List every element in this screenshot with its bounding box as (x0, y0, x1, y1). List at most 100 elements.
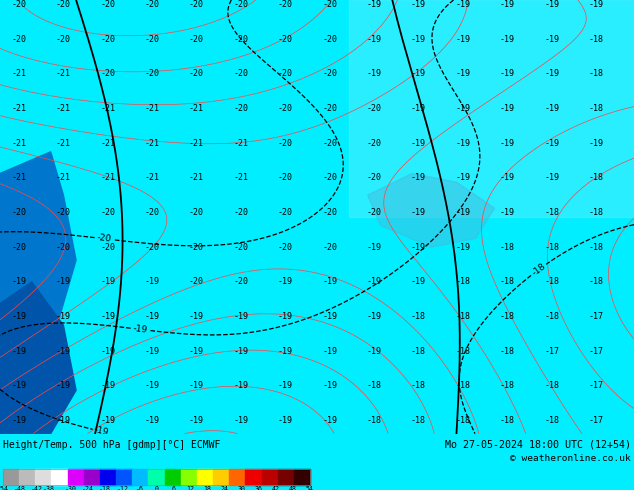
Bar (68, 469, 84, 485)
Text: -18: -18 (500, 416, 515, 425)
Text: 42: 42 (272, 486, 280, 490)
Text: -19: -19 (411, 243, 426, 252)
Text: -6: -6 (136, 486, 143, 490)
Text: -20: -20 (278, 139, 293, 147)
Text: -19: -19 (233, 312, 249, 321)
Text: -20: -20 (322, 0, 337, 9)
Text: -19: -19 (500, 104, 515, 113)
Text: -19: -19 (411, 34, 426, 44)
Text: -20: -20 (322, 173, 337, 182)
Text: -19: -19 (233, 381, 249, 391)
Text: -19: -19 (544, 104, 559, 113)
Text: -18: -18 (100, 486, 112, 490)
Text: -19: -19 (500, 173, 515, 182)
Text: -19: -19 (544, 139, 559, 147)
Text: -19: -19 (500, 0, 515, 9)
Text: -21: -21 (233, 173, 249, 182)
Bar (213, 469, 230, 485)
Text: -20: -20 (145, 34, 160, 44)
Bar (181, 469, 197, 485)
Text: -20: -20 (366, 208, 382, 217)
Text: -19: -19 (145, 347, 160, 356)
Text: -19: -19 (278, 381, 293, 391)
Text: -19: -19 (366, 0, 382, 9)
Text: -19: -19 (455, 0, 470, 9)
Text: -19: -19 (588, 139, 604, 147)
Bar (245, 469, 262, 485)
Text: -20: -20 (366, 139, 382, 147)
Text: -19: -19 (544, 0, 559, 9)
Text: -18: -18 (455, 312, 470, 321)
Text: -12: -12 (117, 486, 129, 490)
Text: -19: -19 (100, 347, 115, 356)
Polygon shape (0, 152, 76, 434)
Text: -19: -19 (11, 416, 27, 425)
Bar (197, 469, 214, 485)
Bar (262, 469, 278, 485)
Text: 0: 0 (155, 486, 158, 490)
Text: 18: 18 (204, 486, 212, 490)
Text: -19: -19 (132, 324, 148, 335)
Text: -20: -20 (56, 208, 71, 217)
Text: -19: -19 (411, 104, 426, 113)
Text: -18: -18 (500, 312, 515, 321)
Text: -19: -19 (366, 347, 382, 356)
Text: -19: -19 (366, 34, 382, 44)
Text: -19: -19 (278, 416, 293, 425)
Bar (100, 469, 117, 485)
Text: -30: -30 (65, 486, 77, 490)
Text: -18: -18 (588, 208, 604, 217)
Text: -21: -21 (100, 104, 115, 113)
Text: -19: -19 (411, 0, 426, 9)
Text: -18: -18 (411, 416, 426, 425)
Text: -20: -20 (11, 0, 27, 9)
Text: -19: -19 (455, 243, 470, 252)
Text: -19: -19 (233, 347, 249, 356)
Text: -20: -20 (322, 208, 337, 217)
Text: -21: -21 (145, 139, 160, 147)
Text: -18: -18 (366, 416, 382, 425)
Bar (133, 469, 149, 485)
Text: -21: -21 (56, 139, 71, 147)
Text: -18: -18 (544, 208, 559, 217)
Text: -19: -19 (56, 312, 71, 321)
Text: -20: -20 (322, 69, 337, 78)
Text: -20: -20 (189, 0, 204, 9)
Text: -24: -24 (82, 486, 94, 490)
Text: -19: -19 (411, 173, 426, 182)
Text: -21: -21 (100, 139, 115, 147)
Text: -19: -19 (145, 416, 160, 425)
Text: © weatheronline.co.uk: © weatheronline.co.uk (510, 454, 631, 463)
Text: Mo 27-05-2024 18:00 UTC (12+54): Mo 27-05-2024 18:00 UTC (12+54) (445, 440, 631, 450)
Text: -21: -21 (56, 104, 71, 113)
Text: -20: -20 (278, 34, 293, 44)
Text: -48: -48 (14, 486, 26, 490)
Text: -20: -20 (233, 0, 249, 9)
Text: -19: -19 (94, 425, 110, 438)
Text: -19: -19 (11, 277, 27, 286)
Text: -20: -20 (189, 243, 204, 252)
Bar (294, 469, 310, 485)
Text: -18: -18 (530, 262, 547, 278)
Text: -20: -20 (100, 69, 115, 78)
Text: -19: -19 (11, 381, 27, 391)
Bar (84, 469, 100, 485)
Text: -21: -21 (145, 173, 160, 182)
Text: -19: -19 (588, 0, 604, 9)
Text: -19: -19 (189, 312, 204, 321)
Bar (165, 469, 181, 485)
Bar (278, 469, 294, 485)
Bar (51, 469, 68, 485)
Text: -19: -19 (366, 312, 382, 321)
Text: -20: -20 (233, 243, 249, 252)
Text: -21: -21 (56, 173, 71, 182)
Text: -20: -20 (145, 69, 160, 78)
Text: -18: -18 (588, 173, 604, 182)
Text: 24: 24 (221, 486, 229, 490)
Text: -18: -18 (588, 277, 604, 286)
Text: -19: -19 (278, 312, 293, 321)
Text: -21: -21 (11, 69, 27, 78)
Text: -19: -19 (455, 139, 470, 147)
Polygon shape (368, 173, 495, 247)
Text: -20: -20 (322, 243, 337, 252)
